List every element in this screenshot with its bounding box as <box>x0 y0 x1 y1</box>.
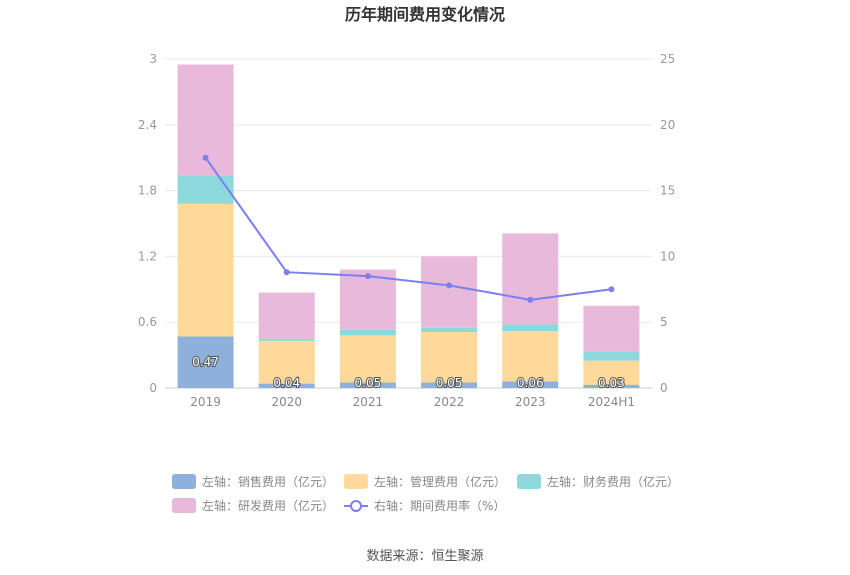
rate-point <box>527 296 534 303</box>
bar-segment <box>258 292 315 339</box>
chart-title: 历年期间费用变化情况 <box>345 5 505 24</box>
x-tick-label: 2023 <box>515 395 546 409</box>
rate-point <box>608 286 615 293</box>
left-tick-label: 2.4 <box>138 118 157 132</box>
rate-point <box>364 273 371 280</box>
bar-segment <box>502 233 559 325</box>
data-label: 0.05 <box>355 376 382 390</box>
legend-label: 左轴：管理费用（亿元） <box>374 474 506 489</box>
bar-segment <box>502 381 559 388</box>
data-labels: 0.47 0.04 0.05 0.05 0.06 0.03 <box>191 354 626 391</box>
data-label: 0.06 <box>517 376 544 390</box>
x-axis: 2019 2020 2021 2022 2023 2024H1 <box>190 395 635 409</box>
bar-segment <box>583 351 640 361</box>
bar-segment <box>583 384 640 388</box>
rate-point <box>446 282 453 289</box>
right-tick-label: 20 <box>660 118 675 132</box>
legend-swatch <box>344 474 368 489</box>
rate-point <box>283 269 290 276</box>
bar-segment <box>177 203 234 337</box>
bar-segment <box>258 340 315 384</box>
data-label: 0.03 <box>598 376 625 390</box>
legend-label: 左轴：财务费用（亿元） <box>547 474 679 489</box>
legend-label: 右轴：期间费用率（%） <box>374 498 505 513</box>
bar-segment <box>421 256 478 328</box>
rate-point <box>202 154 209 161</box>
right-tick-label: 5 <box>660 315 668 329</box>
bar-segment <box>502 324 559 331</box>
right-tick-label: 25 <box>660 52 675 66</box>
legend-swatch <box>172 498 196 513</box>
legend-swatch <box>517 474 541 489</box>
data-label: 0.05 <box>436 376 463 390</box>
bar-segment <box>339 269 396 330</box>
bar-segment <box>583 360 640 385</box>
x-tick-label: 2019 <box>190 395 221 409</box>
source-note: 数据来源：恒生聚源 <box>366 549 483 564</box>
data-label: 0.47 <box>192 355 219 369</box>
bars <box>177 64 640 388</box>
bar-segment <box>177 175 234 204</box>
bar-segment <box>258 338 315 341</box>
bar-segment <box>421 382 478 388</box>
legend-marker <box>350 500 362 512</box>
legend: 左轴：销售费用（亿元） 左轴：管理费用（亿元） 左轴：财务费用（亿元） 左轴：研发费用… <box>172 474 679 513</box>
bar-segment <box>339 382 396 388</box>
right-axis: 0 5 10 15 20 25 <box>660 52 675 395</box>
legend-swatch <box>172 474 196 489</box>
left-tick-label: 0 <box>149 381 157 395</box>
bar-segment <box>339 329 396 336</box>
legend-label: 左轴：研发费用（亿元） <box>202 498 334 513</box>
x-tick-label: 2021 <box>353 395 384 409</box>
x-tick-label: 2020 <box>271 395 302 409</box>
data-label: 0.04 <box>273 376 300 390</box>
x-tick-label: 2024H1 <box>588 395 635 409</box>
left-axis: 0 0.6 1.2 1.8 2.4 3 <box>138 52 157 395</box>
x-tick-label: 2022 <box>434 395 465 409</box>
right-tick-label: 10 <box>660 249 675 263</box>
grid-lines <box>165 58 652 389</box>
left-tick-label: 1.8 <box>138 184 157 198</box>
bar-segment <box>421 332 478 383</box>
legend-label: 左轴：销售费用（亿元） <box>202 474 334 489</box>
left-tick-label: 1.2 <box>138 249 157 263</box>
rate-line-path <box>204 157 612 301</box>
bar-segment <box>421 327 478 333</box>
right-tick-label: 15 <box>660 184 675 198</box>
bar-segment <box>177 336 234 388</box>
left-tick-label: 3 <box>149 52 157 66</box>
left-tick-label: 0.6 <box>138 315 157 329</box>
rate-line <box>202 154 615 303</box>
bar-segment <box>258 383 315 388</box>
bar-segment <box>339 335 396 383</box>
right-tick-label: 0 <box>660 381 668 395</box>
bar-segment <box>502 330 559 382</box>
bar-segment <box>583 305 640 352</box>
